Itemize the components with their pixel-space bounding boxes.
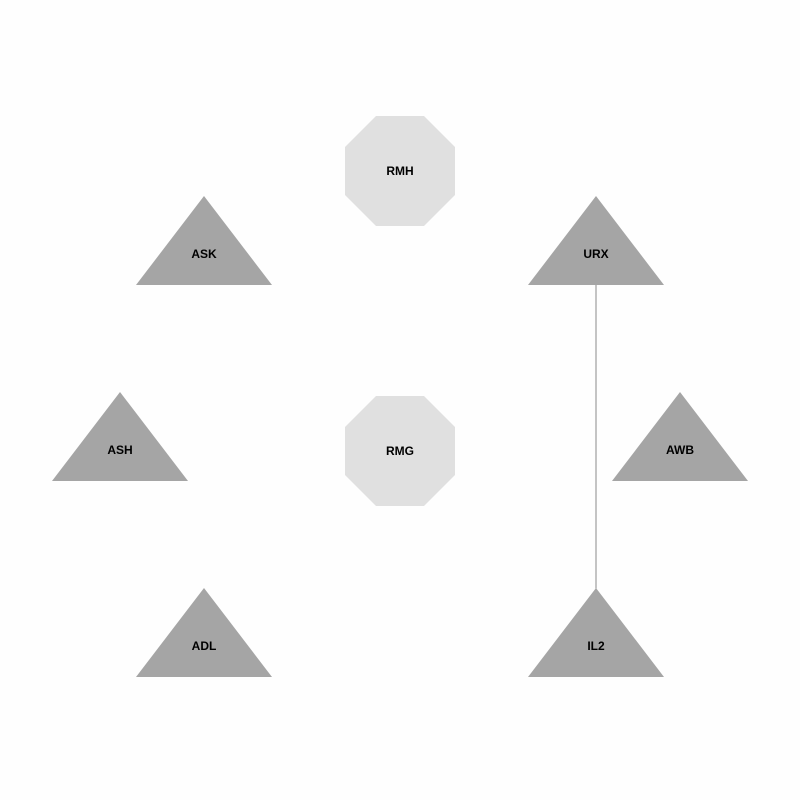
- node-rmg[interactable]: RMG: [345, 396, 455, 506]
- node-ask-triangle: [136, 196, 272, 285]
- node-adl-label: ADL: [192, 639, 217, 653]
- node-il2-triangle: [528, 588, 664, 677]
- node-urx-label: URX: [583, 247, 608, 261]
- node-urx-triangle: [528, 196, 664, 285]
- node-urx[interactable]: URX: [528, 196, 664, 285]
- node-ash-triangle: [52, 392, 188, 481]
- node-il2[interactable]: IL2: [528, 588, 664, 677]
- node-adl[interactable]: ADL: [136, 588, 272, 677]
- node-ask-label: ASK: [191, 247, 217, 261]
- node-il2-label: IL2: [587, 639, 605, 653]
- node-awb-triangle: [612, 392, 748, 481]
- node-rmh-label: RMH: [386, 164, 413, 178]
- node-ash[interactable]: ASH: [52, 392, 188, 481]
- node-awb-label: AWB: [666, 443, 694, 457]
- node-rmg-label: RMG: [386, 444, 414, 458]
- node-awb[interactable]: AWB: [612, 392, 748, 481]
- node-rmh[interactable]: RMH: [345, 116, 455, 226]
- node-rmg-octagon: [345, 396, 455, 506]
- nodes-layer: RMH ASK URX ASH RMG AWB ADL IL2: [52, 116, 748, 677]
- node-ask[interactable]: ASK: [136, 196, 272, 285]
- node-ash-label: ASH: [107, 443, 132, 457]
- node-rmh-octagon: [345, 116, 455, 226]
- node-adl-triangle: [136, 588, 272, 677]
